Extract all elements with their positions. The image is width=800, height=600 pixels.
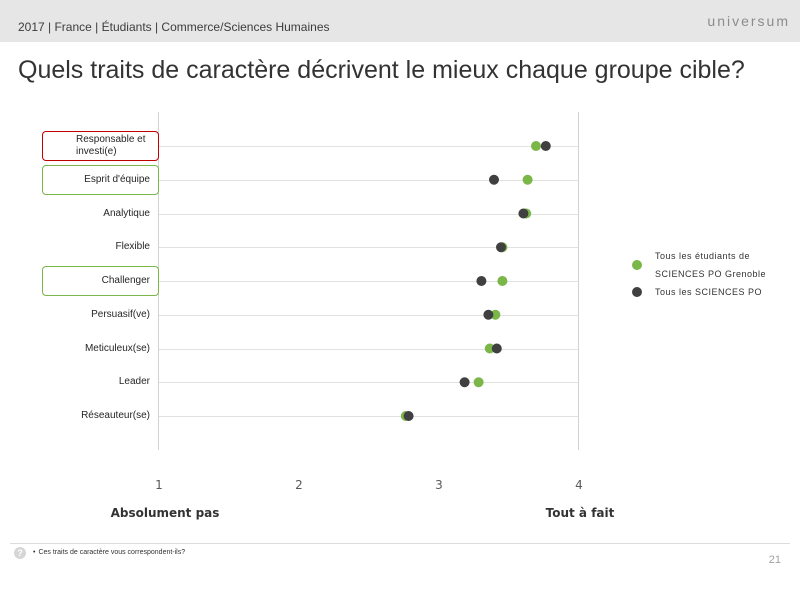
category-label: Meticuleux(se) <box>84 342 150 354</box>
data-point <box>496 242 506 253</box>
data-point <box>476 276 487 286</box>
x-tick-label: 2 <box>295 478 303 492</box>
scale-label-low: Absolument pas <box>110 506 220 520</box>
category-label: Leader <box>118 376 150 388</box>
category-label-row: Leader <box>20 367 150 397</box>
data-point <box>403 411 414 421</box>
category-label: Réseauteur(se) <box>81 410 150 421</box>
data-point <box>459 377 470 388</box>
category-label-row: Esprit d'équipe <box>20 165 150 195</box>
category-highlight-box <box>42 131 159 161</box>
category-label: Flexible <box>115 241 150 253</box>
category-label-row: Meticuleux(se) <box>20 334 150 364</box>
category-highlight-box <box>42 164 159 195</box>
x-tick-label: 1 <box>155 478 163 492</box>
data-point <box>518 208 529 219</box>
slide-title: Quels traits de caractère décrivent le m… <box>18 56 745 84</box>
legend-label: Tous les SCIENCES PO <box>655 287 763 297</box>
chart-legend: Tous les étudiants de SCIENCES PO Grenob… <box>632 247 782 301</box>
footer-question: Ces traits de caractère vous corresponde… <box>33 548 185 557</box>
category-highlight-box <box>42 266 159 296</box>
data-point <box>540 141 551 151</box>
category-label: Responsable et investi(e) <box>76 134 146 157</box>
legend-item: Tous les étudiants de SCIENCES PO Grenob… <box>632 247 782 283</box>
category-label-row: Analytique <box>20 199 150 229</box>
data-point <box>483 309 494 320</box>
category-label: Analytique <box>103 207 150 219</box>
legend-marker <box>632 260 642 270</box>
header-bar: 2017 | France | Étudiants | Commerce/Sci… <box>0 0 800 42</box>
data-point <box>484 343 495 354</box>
help-icon[interactable] <box>14 547 26 559</box>
scale-label-high: Tout à fait <box>545 506 615 520</box>
legend-item: Tous les SCIENCES PO <box>632 283 782 301</box>
universum-logo: universum <box>707 13 790 29</box>
data-point <box>490 309 501 320</box>
category-label-row: Challenger <box>20 266 150 296</box>
page-number: 21 <box>768 554 781 566</box>
footer-divider <box>10 543 790 544</box>
data-point <box>491 343 502 354</box>
category-label-row: Réseauteur(se) <box>20 401 150 431</box>
data-point <box>489 174 499 185</box>
legend-marker <box>632 287 642 297</box>
category-label-row: Persuasif(ve) <box>20 300 150 330</box>
data-point <box>522 174 533 185</box>
category-label: Challenger <box>101 275 150 286</box>
category-label-row: Flexible <box>20 232 150 262</box>
legend-label: Tous les étudiants de SCIENCES PO Grenob… <box>655 251 767 279</box>
data-point <box>473 377 484 388</box>
x-tick-label: 4 <box>575 478 583 492</box>
x-tick-label: 3 <box>435 478 443 492</box>
category-label: Esprit d'équipe <box>84 173 150 185</box>
breadcrumb: 2017 | France | Étudiants | Commerce/Sci… <box>18 20 330 34</box>
data-point <box>531 141 541 151</box>
data-point <box>497 276 508 286</box>
category-label: Persuasif(ve) <box>91 308 150 320</box>
category-label-row: Responsable et investi(e) <box>20 131 150 161</box>
